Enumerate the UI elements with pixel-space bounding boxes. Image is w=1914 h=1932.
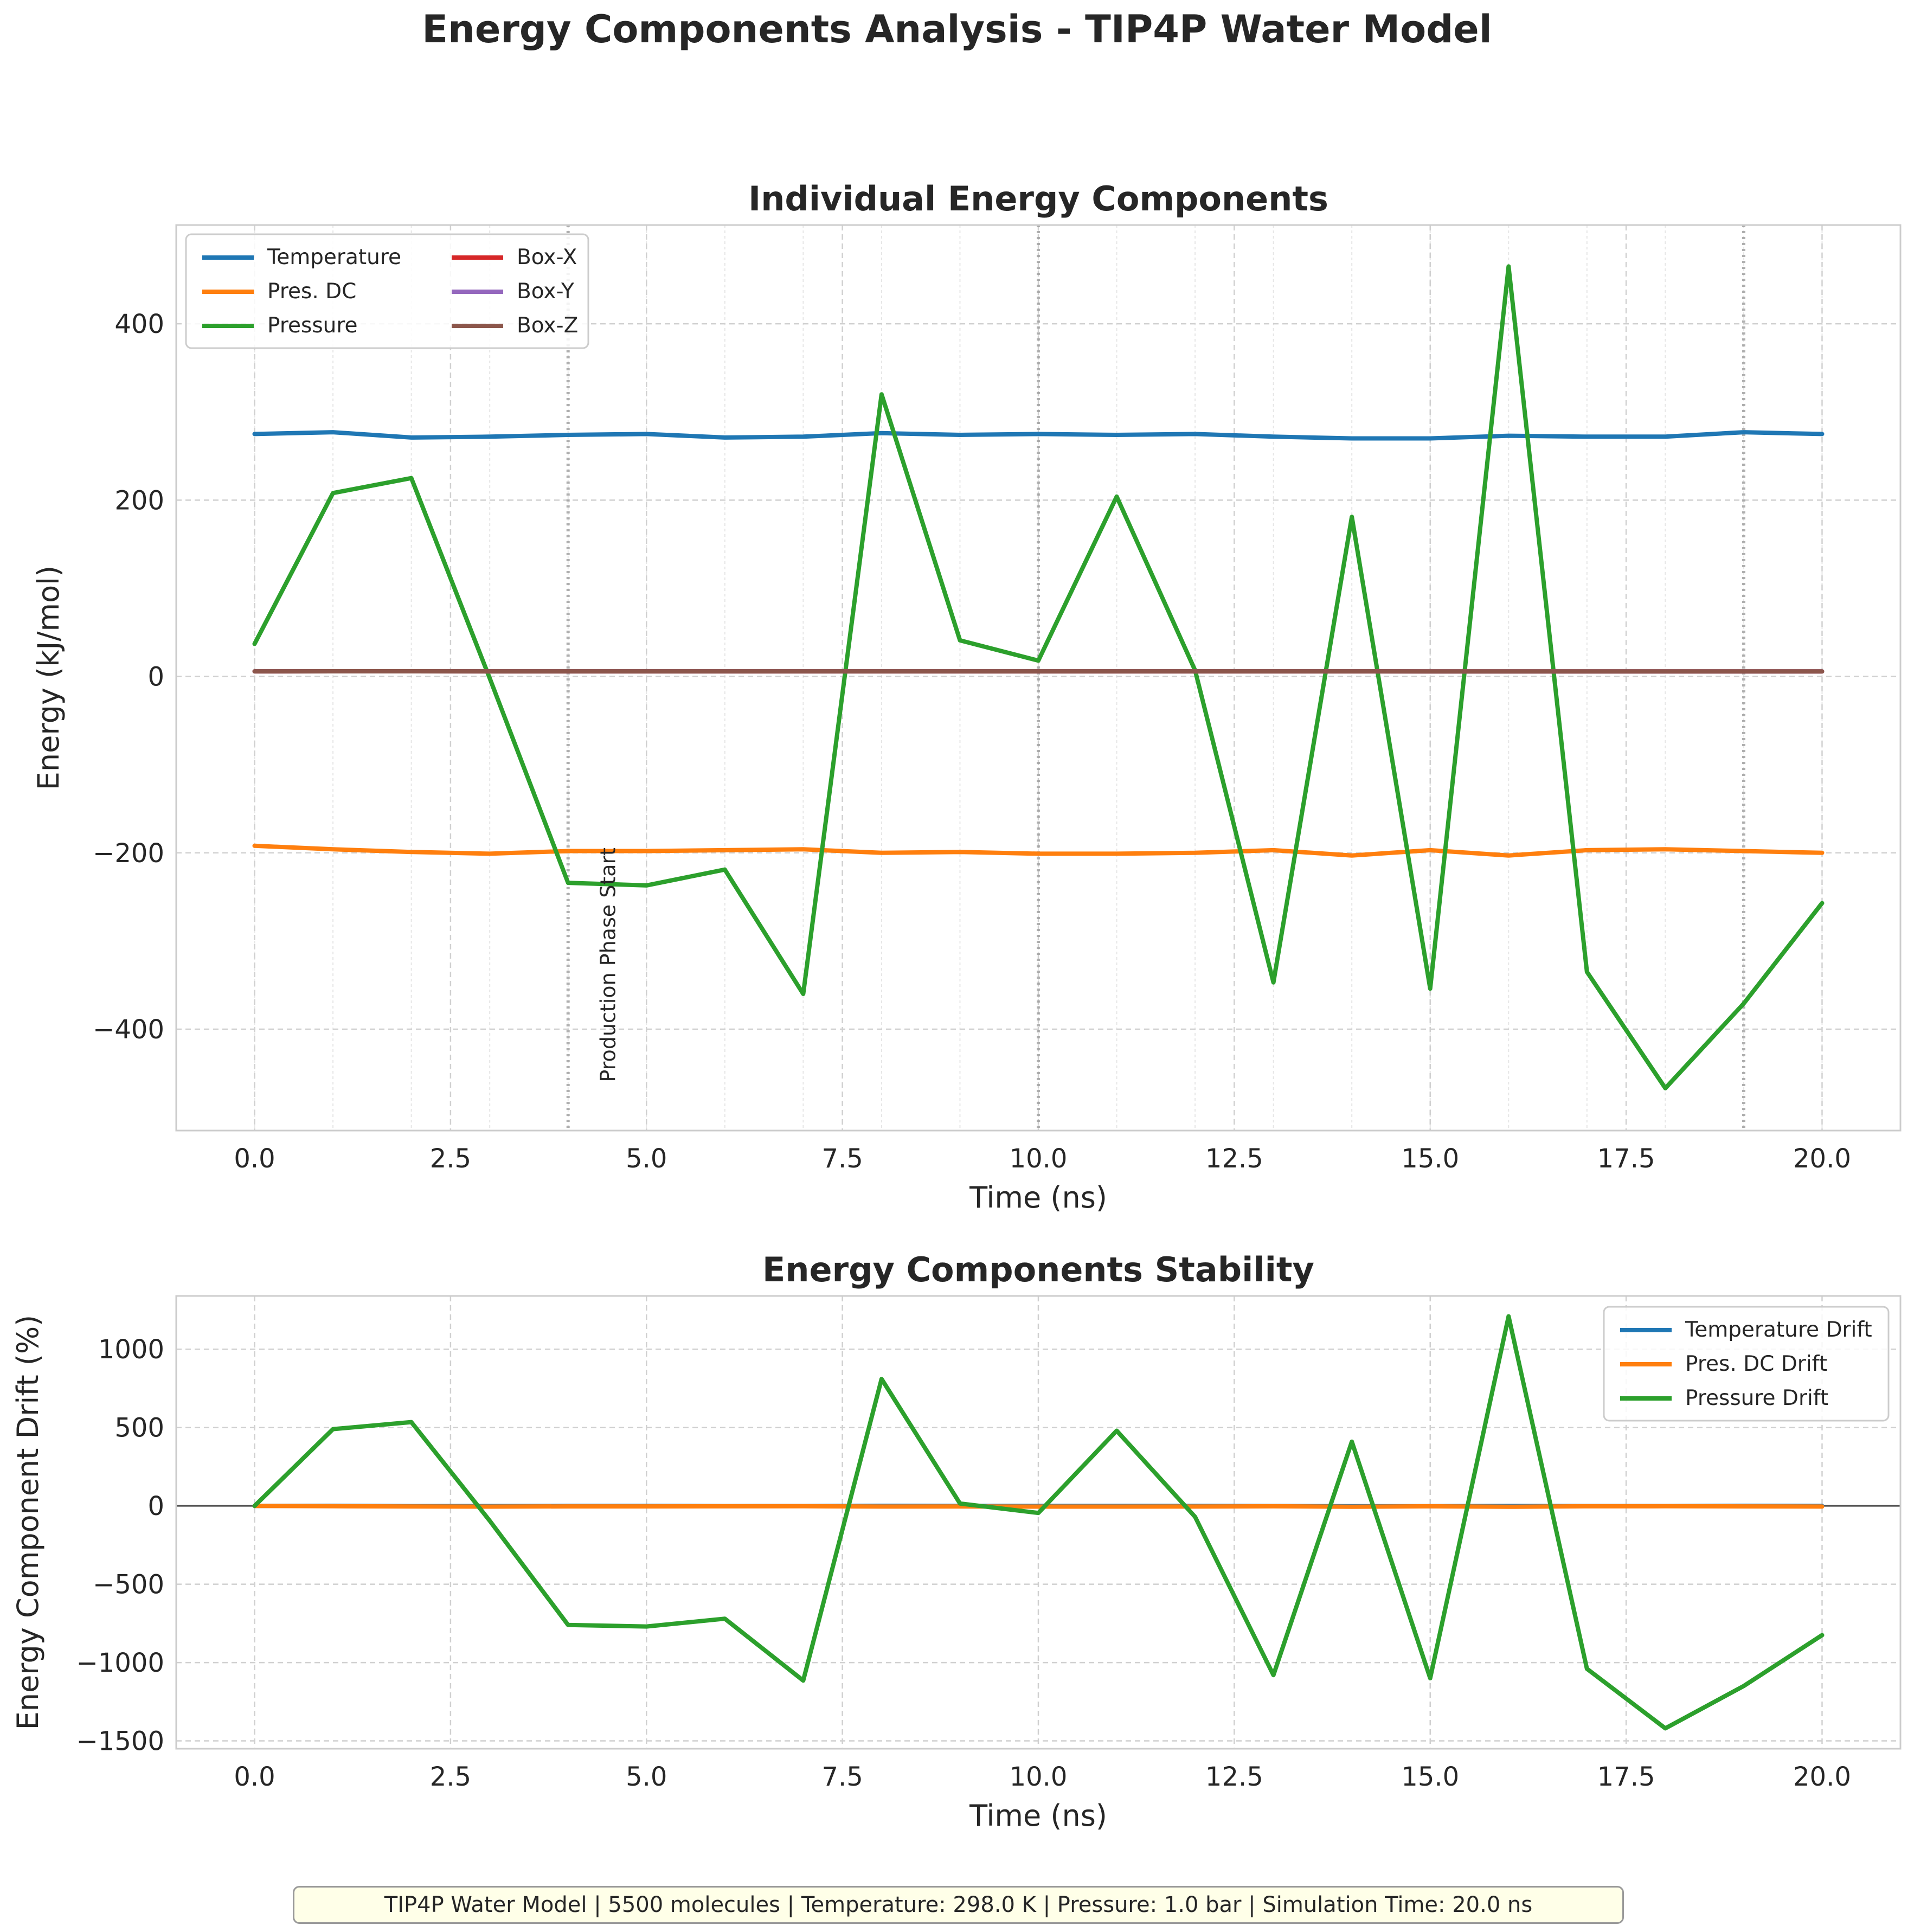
plot-frame bbox=[175, 224, 1902, 1132]
y-tick-label: 1000 bbox=[98, 1334, 164, 1365]
y-tick-label: 200 bbox=[114, 485, 164, 516]
simulation-info-box: TIP4P Water Model | 5500 molecules | Tem… bbox=[293, 1886, 1624, 1924]
series-line-pressure-drift bbox=[252, 1314, 1825, 1731]
x-tick-label: 15.0 bbox=[1401, 1144, 1459, 1174]
figure-suptitle: Energy Components Analysis - TIP4P Water… bbox=[422, 7, 1492, 52]
y-tick-label: 400 bbox=[114, 309, 164, 339]
panel-title: Energy Components Stability bbox=[762, 1250, 1314, 1289]
x-tick-label: 20.0 bbox=[1793, 1144, 1851, 1174]
legend-label-box-x: Box-X bbox=[517, 245, 577, 269]
legend-box bbox=[1603, 1306, 1890, 1422]
y-tick-label: −1000 bbox=[76, 1648, 164, 1678]
x-tick-label: 0.0 bbox=[234, 1144, 275, 1174]
legend-label-temperature: Temperature bbox=[267, 245, 401, 269]
y-tick-label: −200 bbox=[93, 838, 164, 869]
x-axis-label: Time (ns) bbox=[969, 1799, 1107, 1833]
energy-components-panel: Production Phase Start 0.0 2.5 5.0 7.5 10.0 12… bbox=[31, 179, 1902, 1215]
legend-box bbox=[185, 233, 589, 349]
series-line-temperature bbox=[252, 430, 1825, 441]
y-tick-label: 500 bbox=[114, 1413, 164, 1443]
stability-panel: 0.0 2.5 5.0 7.5 10.0 12.5 15.0 17.5 20.0 −1500 −10… bbox=[11, 1250, 1902, 1833]
legend-label-pressure: Pressure bbox=[267, 313, 358, 338]
x-tick-label: 10.0 bbox=[1010, 1144, 1068, 1174]
y-tick-label: −400 bbox=[93, 1015, 164, 1045]
x-tick-label: 0.0 bbox=[234, 1762, 275, 1792]
legend-label-temperature-drift: Temperature Drift bbox=[1685, 1318, 1872, 1342]
x-tick-label: 2.5 bbox=[430, 1144, 471, 1174]
x-tick-label: 12.5 bbox=[1205, 1144, 1263, 1174]
y-axis-label: Energy (kJ/mol) bbox=[31, 566, 66, 790]
x-tick-label: 7.5 bbox=[821, 1144, 863, 1174]
x-tick-label: 17.5 bbox=[1597, 1144, 1655, 1174]
x-tick-label: 2.5 bbox=[430, 1762, 471, 1792]
annotation-label: Production Phase Start bbox=[596, 848, 620, 1082]
y-tick-label: 0 bbox=[147, 1491, 164, 1522]
x-tick-label: 10.0 bbox=[1010, 1762, 1068, 1792]
legend-label-pressure-drift: Pressure Drift bbox=[1685, 1386, 1828, 1410]
x-tick-label: 20.0 bbox=[1793, 1762, 1851, 1792]
y-tick-label: 0 bbox=[147, 662, 164, 692]
x-axis-label: Time (ns) bbox=[969, 1180, 1107, 1215]
legend-label-box-z: Box-Z bbox=[517, 313, 578, 338]
plot-frame bbox=[175, 1295, 1902, 1750]
series-line-pres-dc-drift bbox=[252, 1504, 1825, 1509]
x-tick-label: 12.5 bbox=[1205, 1762, 1263, 1792]
series-line-pres-dc bbox=[252, 843, 1825, 858]
y-axis-label: Energy Component Drift (%) bbox=[11, 1315, 45, 1730]
x-tick-label: 5.0 bbox=[626, 1762, 667, 1792]
legend-label-box-y: Box-Y bbox=[517, 279, 574, 304]
legend-label-pres-dc: Pres. DC bbox=[267, 279, 356, 304]
legend-label-pres-dc-drift: Pres. DC Drift bbox=[1685, 1352, 1827, 1376]
x-tick-label: 17.5 bbox=[1597, 1762, 1655, 1792]
y-tick-label: −1500 bbox=[76, 1726, 164, 1757]
series-line-pressure bbox=[252, 264, 1825, 1090]
panel-title: Individual Energy Components bbox=[748, 179, 1328, 219]
x-tick-label: 7.5 bbox=[821, 1762, 863, 1792]
simulation-info-text: TIP4P Water Model | 5500 molecules | Tem… bbox=[384, 1892, 1533, 1917]
x-tick-label: 15.0 bbox=[1401, 1762, 1459, 1792]
x-tick-label: 5.0 bbox=[626, 1144, 667, 1174]
y-tick-label: −500 bbox=[93, 1570, 164, 1600]
